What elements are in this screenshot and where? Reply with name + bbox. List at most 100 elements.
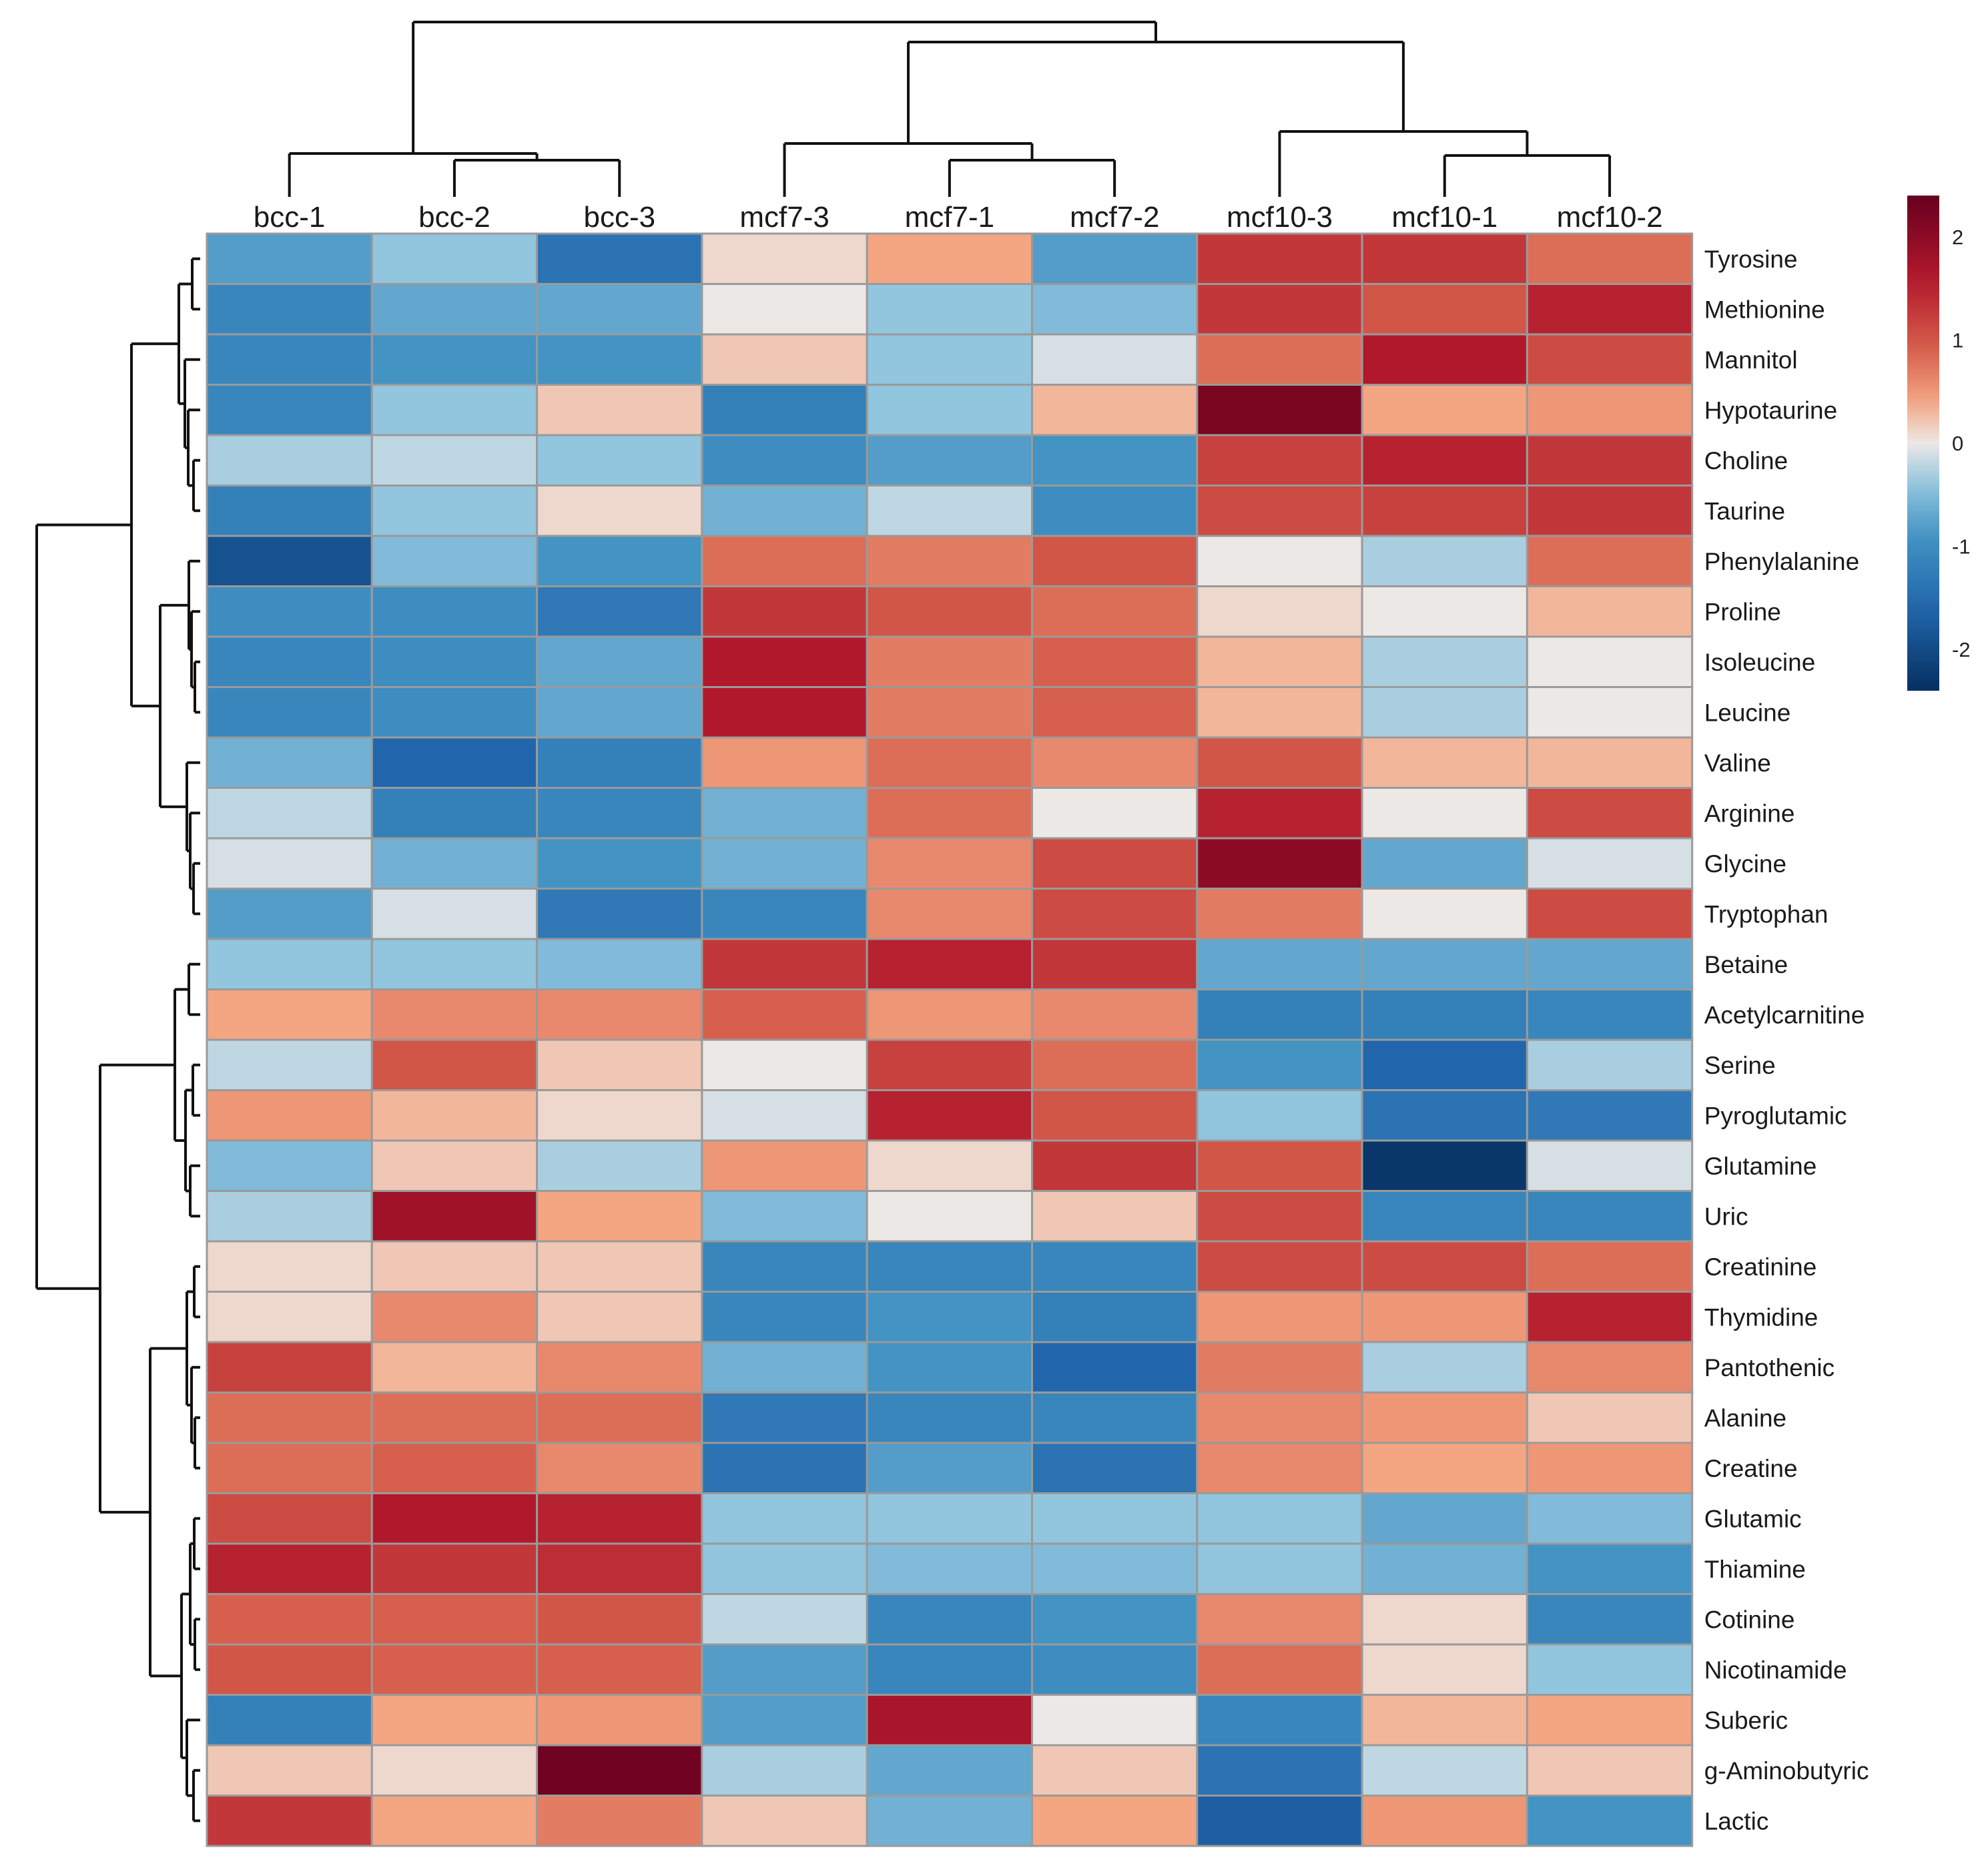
column-label: bcc-2 [418, 201, 490, 234]
heatmap-cell [206, 1341, 373, 1393]
heatmap-cell [1196, 585, 1363, 638]
heatmap-cell [1361, 1089, 1528, 1142]
heatmap-cell [1526, 1089, 1694, 1142]
heatmap-cell [1526, 1190, 1694, 1243]
heatmap-cell [1031, 1694, 1199, 1747]
heatmap-cell [1361, 1139, 1528, 1192]
row-label: Pyroglutamic [1704, 1102, 1847, 1129]
heatmap-cell [1526, 1542, 1694, 1595]
heatmap-cell [536, 1542, 703, 1595]
heatmap-cell [370, 787, 539, 840]
heatmap-cell [536, 1190, 703, 1243]
heatmap-cell [1361, 787, 1528, 840]
heatmap-cell [1196, 1139, 1363, 1192]
heatmap-cell [1526, 232, 1694, 285]
row-dendrogram [35, 257, 200, 1823]
heatmap-cell [206, 1089, 373, 1142]
column-label: mcf7-1 [905, 201, 994, 234]
heatmap-cell [536, 434, 703, 487]
heatmap-cell [1196, 1442, 1363, 1494]
heatmap-cell [1196, 686, 1363, 739]
heatmap-cell [1196, 787, 1363, 840]
heatmap-cell [1526, 787, 1694, 840]
heatmap-cell [1196, 1643, 1363, 1696]
heatmap-cell [1526, 333, 1694, 386]
heatmap-cell [206, 384, 373, 436]
heatmap-cell [866, 1643, 1033, 1696]
heatmap-cell [1031, 1744, 1199, 1797]
row-label: Valine [1704, 749, 1771, 777]
heatmap-cell [1526, 1492, 1694, 1545]
heatmap-cell [1526, 384, 1694, 436]
heatmap-cell [370, 1341, 539, 1393]
row-label: Serine [1704, 1052, 1776, 1079]
heatmap-cell [1031, 1643, 1199, 1696]
heatmap-cell [1196, 988, 1363, 1041]
heatmap-cell [1361, 1190, 1528, 1243]
row-label: Methionine [1704, 296, 1825, 323]
heatmap-cell [370, 1795, 539, 1847]
heatmap-cell [1196, 232, 1363, 285]
heatmap-cell [1031, 485, 1199, 537]
row-label: Proline [1704, 598, 1781, 625]
heatmap-cell [1361, 1341, 1528, 1393]
heatmap-cell [1526, 1341, 1694, 1393]
heatmap-cell [701, 988, 868, 1041]
heatmap-cell [206, 1492, 373, 1545]
heatmap-cell [701, 635, 868, 688]
heatmap-cell [1196, 938, 1363, 990]
heatmap-cell [701, 837, 868, 890]
heatmap-cell [1361, 232, 1528, 285]
heatmap-cell [866, 1341, 1033, 1393]
heatmap-cell [206, 1694, 373, 1747]
heatmap-cell [1031, 988, 1199, 1041]
heatmap-cell [1361, 1240, 1528, 1293]
heatmap-cell [1196, 1744, 1363, 1797]
column-label: mcf10-2 [1557, 201, 1663, 234]
heatmap-cell [701, 535, 868, 587]
heatmap-cell [1196, 1593, 1363, 1646]
heatmap-cell [1031, 1391, 1199, 1444]
heatmap-cell [1526, 888, 1694, 940]
heatmap-cell [206, 837, 373, 890]
heatmap-cell [1031, 837, 1199, 890]
heatmap-cell [1361, 635, 1528, 688]
heatmap-cell [1361, 1593, 1528, 1646]
heatmap-cell [1031, 384, 1199, 436]
heatmap-cell [1031, 686, 1199, 739]
column-dendrogram [288, 21, 1612, 197]
heatmap-cell [370, 485, 539, 537]
heatmap-cell [370, 585, 539, 638]
heatmap-cell [1031, 1492, 1199, 1545]
heatmap-cell [866, 485, 1033, 537]
heatmap-cell [206, 888, 373, 940]
heatmap-cell [701, 1341, 868, 1393]
heatmap-cell [1361, 1795, 1528, 1847]
heatmap-cell [866, 1795, 1033, 1847]
heatmap-cell [370, 384, 539, 436]
heatmap-cell [536, 1089, 703, 1142]
heatmap-cell [1526, 485, 1694, 537]
heatmap-cell [1031, 1442, 1199, 1494]
heatmap-cell [1361, 333, 1528, 386]
heatmap-cell [1526, 283, 1694, 336]
heatmap-cell [536, 1744, 703, 1797]
row-label: Taurine [1704, 497, 1785, 525]
heatmap-cell [1361, 938, 1528, 990]
heatmap-cell [370, 1593, 539, 1646]
heatmap-cell [701, 1593, 868, 1646]
heatmap-cell [206, 1391, 373, 1444]
heatmap-cell [536, 485, 703, 537]
heatmap-cells [206, 232, 1694, 1847]
heatmap-cell [701, 232, 868, 285]
heatmap-cell [206, 1291, 373, 1343]
heatmap-cell [1196, 1089, 1363, 1142]
heatmap-cell [1031, 635, 1199, 688]
column-label: mcf10-3 [1227, 201, 1333, 234]
heatmap-cell [206, 434, 373, 487]
heatmap-cell [206, 1795, 373, 1847]
heatmap-cell [1526, 938, 1694, 990]
heatmap-cell [1196, 1038, 1363, 1091]
heatmap-cell [1361, 686, 1528, 739]
heatmap-cell [370, 1089, 539, 1142]
